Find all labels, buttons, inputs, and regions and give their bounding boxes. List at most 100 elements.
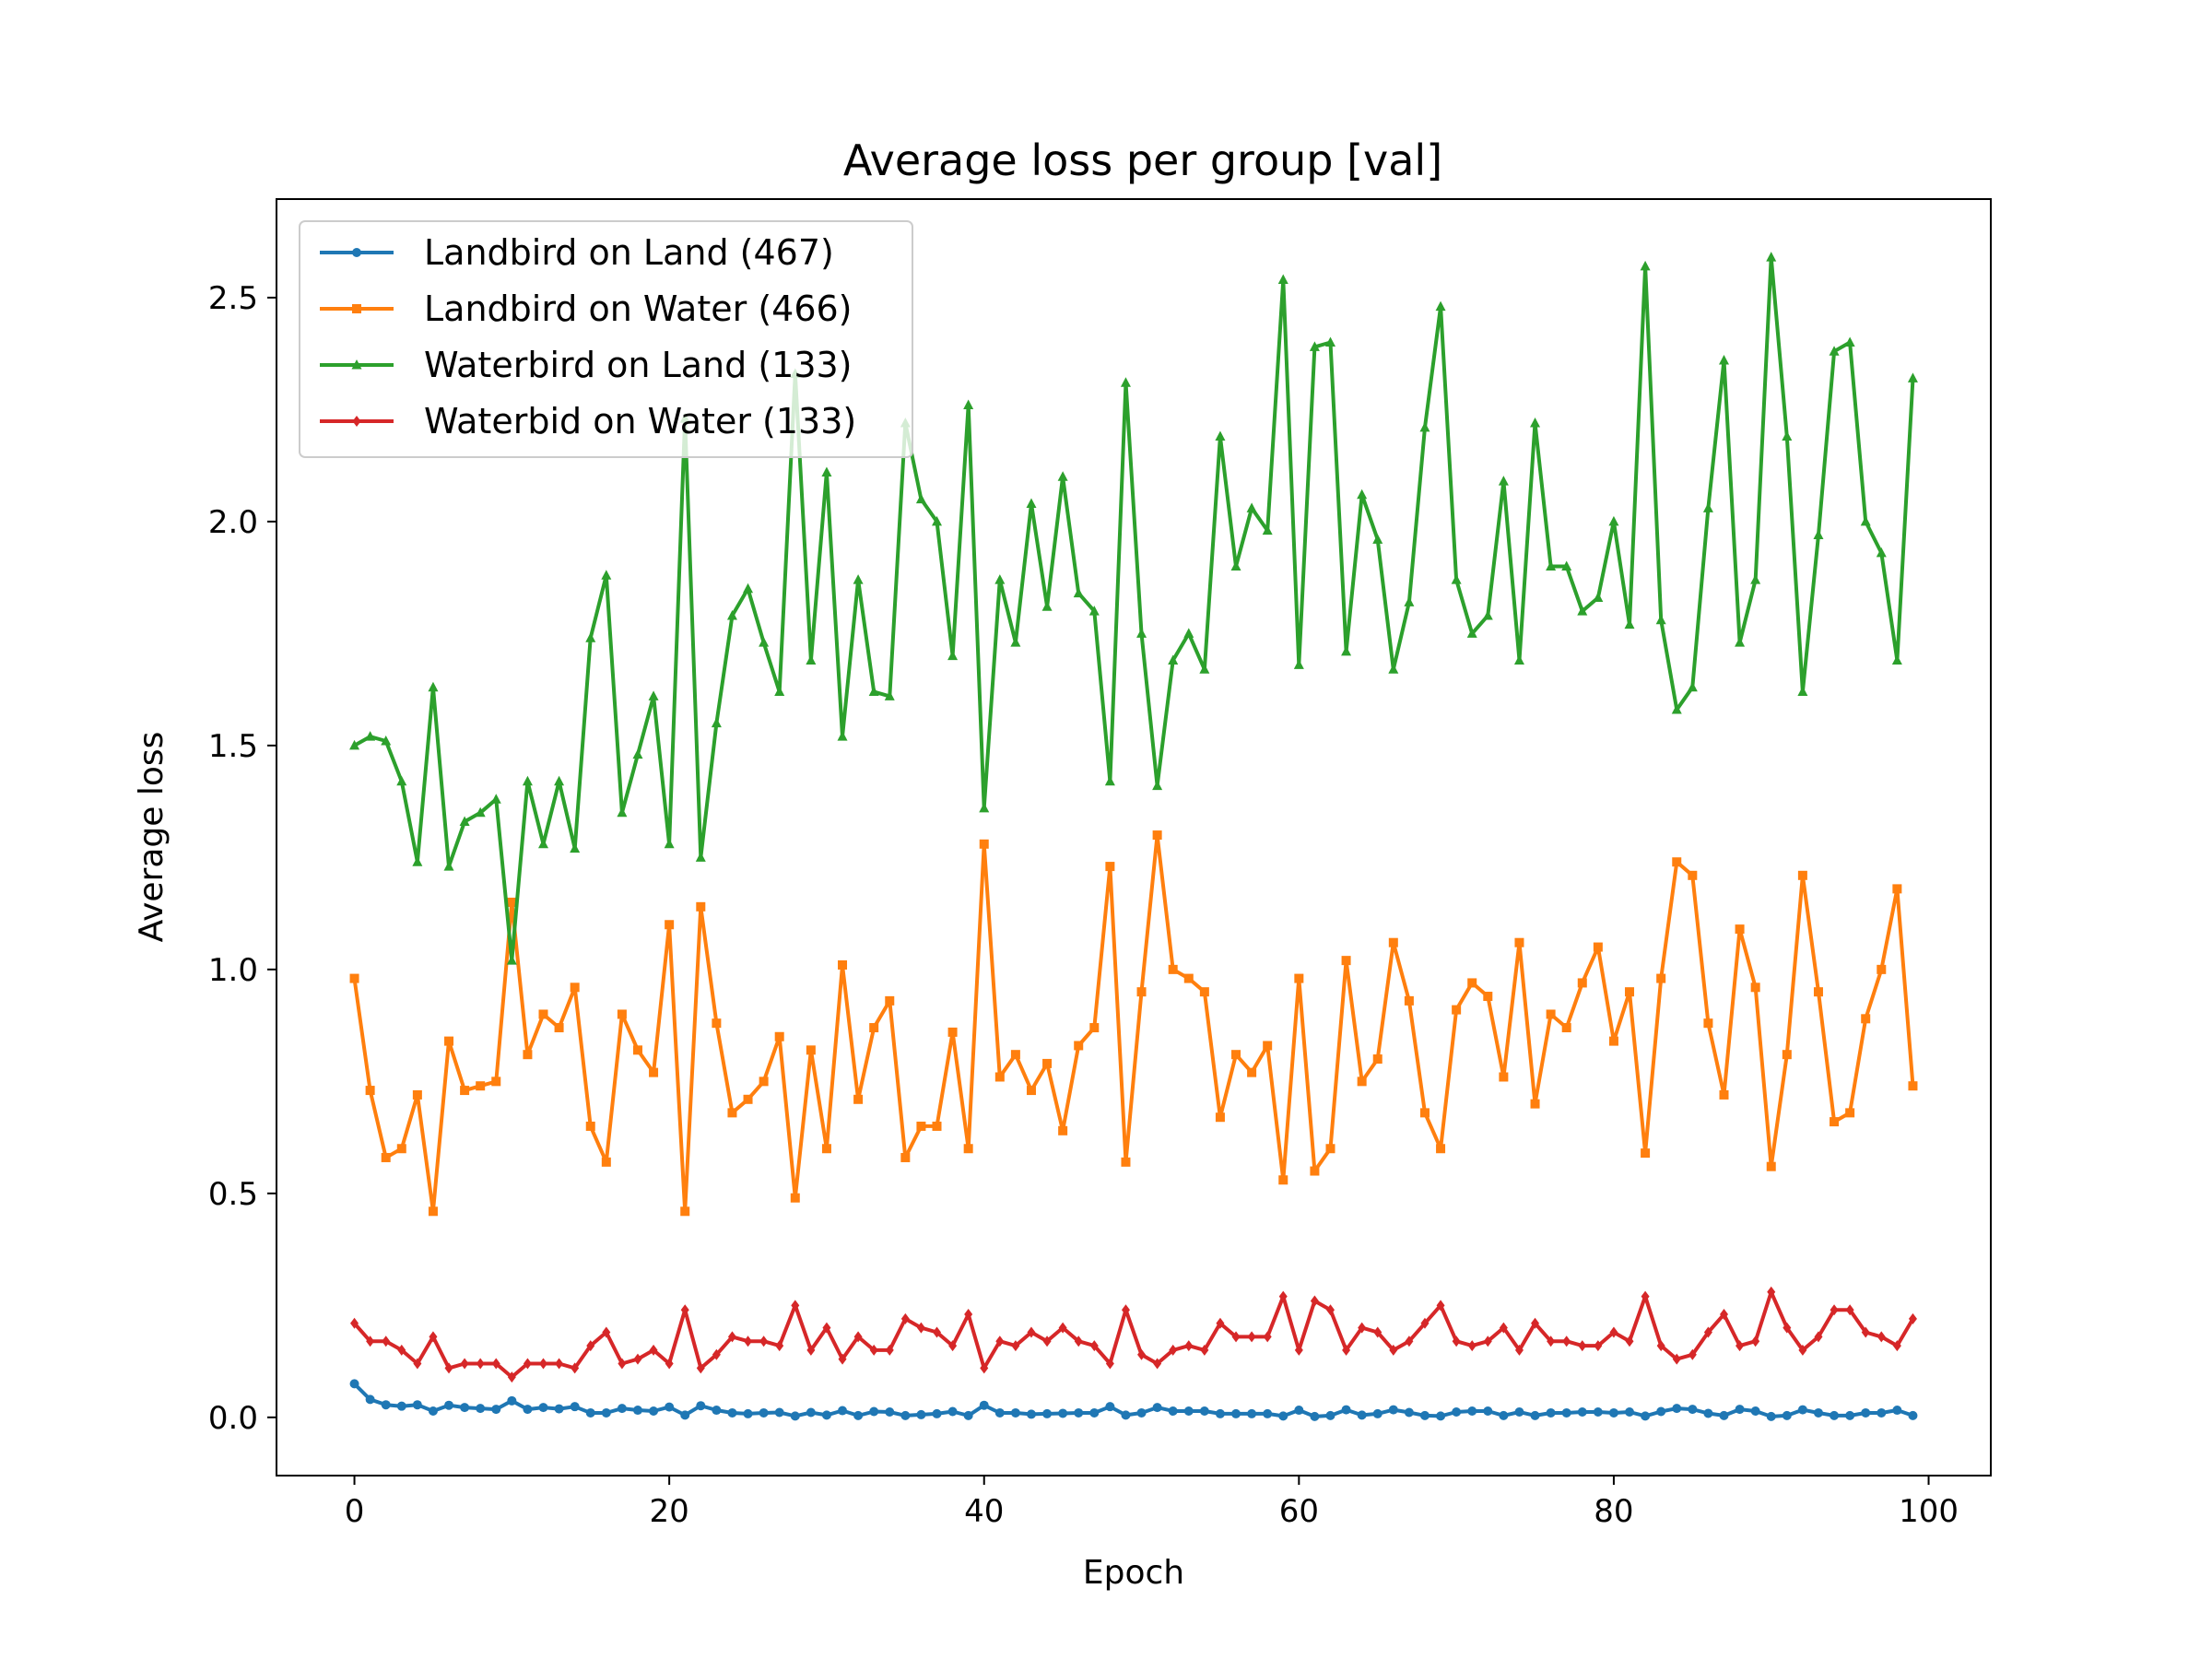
data-point bbox=[428, 1206, 438, 1217]
data-point bbox=[853, 574, 864, 584]
data-point bbox=[1042, 1335, 1052, 1347]
data-point bbox=[759, 1335, 769, 1347]
data-point bbox=[1247, 1067, 1257, 1077]
data-point bbox=[1231, 1050, 1241, 1060]
data-point bbox=[586, 1340, 595, 1352]
data-point bbox=[948, 1340, 958, 1352]
data-point bbox=[744, 1335, 753, 1347]
data-point bbox=[1861, 1326, 1870, 1338]
data-point bbox=[664, 838, 675, 849]
data-point bbox=[1074, 1041, 1084, 1051]
series-2 bbox=[349, 830, 1918, 1217]
data-point bbox=[1907, 372, 1918, 382]
legend-item: Waterbid on Water (133) bbox=[320, 401, 856, 441]
data-point bbox=[1262, 524, 1273, 535]
data-point bbox=[1105, 1358, 1114, 1370]
data-point bbox=[1089, 1407, 1100, 1418]
data-point bbox=[1200, 1344, 1209, 1356]
data-point bbox=[1278, 1411, 1288, 1421]
data-point bbox=[1861, 1014, 1871, 1024]
data-point bbox=[365, 1086, 375, 1096]
data-point bbox=[522, 775, 533, 786]
data-point bbox=[1105, 1402, 1115, 1412]
data-point bbox=[1641, 1148, 1651, 1159]
data-point bbox=[1499, 1322, 1508, 1334]
data-point bbox=[963, 399, 974, 410]
data-point bbox=[1010, 1407, 1020, 1418]
data-point bbox=[349, 973, 359, 983]
data-point bbox=[1813, 987, 1823, 997]
data-point bbox=[1088, 606, 1100, 616]
data-point bbox=[1294, 1344, 1303, 1356]
data-point bbox=[1168, 964, 1178, 974]
data-point bbox=[994, 1407, 1005, 1418]
data-point bbox=[822, 1322, 831, 1334]
data-point bbox=[1656, 1340, 1665, 1352]
data-point bbox=[837, 731, 848, 741]
y-tick-label: 1.5 bbox=[208, 728, 258, 765]
data-point bbox=[1074, 1335, 1083, 1347]
data-point bbox=[1892, 1340, 1901, 1352]
data-point bbox=[1892, 1406, 1902, 1416]
data-point bbox=[396, 775, 407, 786]
legend-marker bbox=[352, 304, 361, 313]
data-point bbox=[444, 1362, 453, 1374]
data-point bbox=[1498, 476, 1509, 486]
legend-marker bbox=[352, 416, 361, 427]
data-point bbox=[1625, 1406, 1635, 1417]
legend-marker bbox=[351, 359, 362, 370]
data-point bbox=[1655, 614, 1666, 625]
data-point bbox=[648, 690, 659, 700]
data-point bbox=[1577, 606, 1588, 616]
data-point bbox=[554, 1404, 564, 1414]
data-point bbox=[365, 1394, 375, 1405]
data-point bbox=[1325, 1144, 1335, 1154]
x-tick-label: 60 bbox=[1279, 1493, 1319, 1530]
data-point bbox=[1797, 1405, 1807, 1415]
data-point bbox=[1389, 1344, 1398, 1356]
data-point bbox=[1310, 1166, 1320, 1176]
data-point bbox=[994, 1072, 1005, 1082]
data-point bbox=[1813, 1407, 1823, 1418]
data-point bbox=[947, 1027, 958, 1037]
data-point bbox=[680, 1304, 689, 1316]
data-point bbox=[1594, 1340, 1603, 1352]
data-point bbox=[1089, 1023, 1100, 1033]
data-point bbox=[491, 1077, 501, 1087]
data-point bbox=[538, 1009, 548, 1019]
data-point bbox=[853, 1410, 864, 1420]
plot-frame bbox=[276, 198, 1992, 1477]
series-4 bbox=[350, 1286, 1917, 1383]
data-point bbox=[1499, 1072, 1509, 1082]
data-point bbox=[727, 1331, 736, 1343]
data-point bbox=[366, 1335, 375, 1347]
data-point bbox=[1688, 1405, 1698, 1415]
data-point bbox=[727, 1407, 737, 1418]
data-point bbox=[491, 1358, 500, 1370]
data-point bbox=[1310, 1411, 1320, 1421]
x-tick-label: 80 bbox=[1594, 1493, 1633, 1530]
data-point bbox=[1137, 1348, 1147, 1360]
data-point bbox=[1405, 1335, 1414, 1347]
data-point bbox=[1231, 1408, 1241, 1418]
data-point bbox=[1451, 574, 1462, 584]
data-point bbox=[821, 466, 832, 477]
data-point bbox=[1452, 1335, 1461, 1347]
data-point bbox=[916, 1409, 926, 1419]
data-point bbox=[1357, 488, 1368, 500]
data-point bbox=[1735, 924, 1745, 935]
data-point bbox=[554, 1023, 564, 1033]
data-point bbox=[1608, 1407, 1618, 1418]
data-point bbox=[1152, 1403, 1162, 1413]
data-point bbox=[396, 1144, 406, 1154]
data-point bbox=[1577, 978, 1587, 988]
data-point bbox=[1026, 1086, 1036, 1096]
data-point bbox=[1341, 956, 1351, 966]
data-point bbox=[460, 1086, 470, 1096]
data-point bbox=[1750, 982, 1760, 993]
data-point bbox=[1766, 252, 1777, 262]
legend-item: Waterbird on Land (133) bbox=[320, 345, 853, 385]
y-tick-label: 0.5 bbox=[208, 1176, 258, 1213]
data-point bbox=[1058, 1322, 1067, 1334]
data-point bbox=[711, 717, 722, 728]
